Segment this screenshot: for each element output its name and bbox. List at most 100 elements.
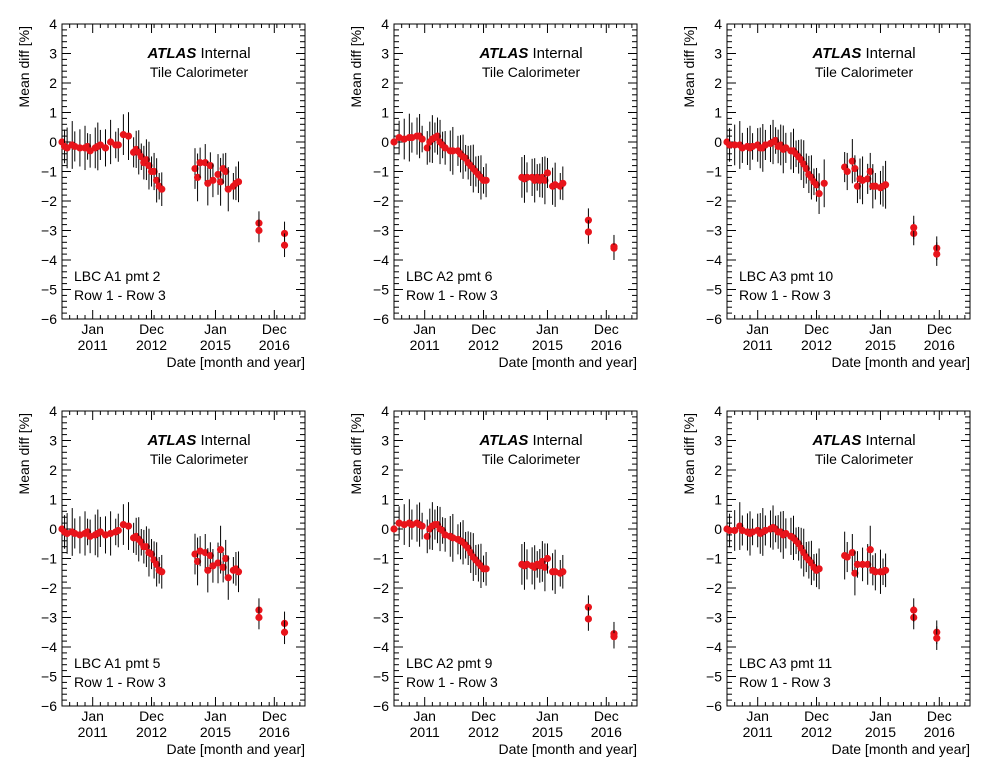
data-point <box>866 546 874 554</box>
x-tick-month: Jan <box>869 708 892 724</box>
x-tick-year: 2015 <box>200 337 231 353</box>
y-tick-label: 0 <box>49 521 57 537</box>
data-point <box>864 560 872 569</box>
data-point <box>881 566 890 574</box>
y-tick-label: 0 <box>49 134 57 150</box>
subtitle-label: Tile Calorimeter <box>482 64 581 80</box>
data-point <box>101 144 110 152</box>
atlas-label: ATLAS Internal <box>478 45 582 62</box>
y-tick-label: 1 <box>49 105 57 121</box>
data-point <box>206 162 214 170</box>
y-tick-label: 1 <box>714 492 722 508</box>
x-tick-month: Dec <box>139 321 164 337</box>
y-tick-label: −5 <box>41 282 57 298</box>
panel-label: LBC A3 pmt 10 <box>739 268 833 284</box>
x-tick-month: Jan <box>204 708 227 724</box>
chart-panel: 43210−1−2−3−4−5−6Jan2011Dec2012Jan2015De… <box>348 403 638 757</box>
data-point <box>222 167 230 176</box>
chart-panel: 43210−1−2−3−4−5−6Jan2011Dec2012Jan2015De… <box>16 403 306 757</box>
y-tick-label: 2 <box>49 75 57 91</box>
data-point <box>216 546 225 554</box>
x-tick-month: Dec <box>594 321 619 337</box>
data-point <box>423 532 431 540</box>
y-tick-label: 3 <box>714 46 722 62</box>
x-tick-year: 2015 <box>532 337 563 353</box>
x-tick-year: 2015 <box>200 724 231 740</box>
x-tick-month: Dec <box>927 321 952 337</box>
data-point <box>933 634 941 642</box>
x-tick-month: Dec <box>139 708 164 724</box>
row-label: Row 1 - Row 3 <box>74 674 166 690</box>
data-point <box>280 241 289 249</box>
y-tick-label: 4 <box>49 16 57 32</box>
data-point <box>772 136 780 145</box>
data-point <box>390 138 398 146</box>
x-tick-month: Dec <box>471 321 496 337</box>
y-tick-label: −6 <box>373 311 389 327</box>
data-point <box>191 164 199 173</box>
y-tick-label: −5 <box>706 669 722 685</box>
row-label: Row 1 - Row 3 <box>406 287 498 303</box>
x-tick-year: 2011 <box>410 724 440 740</box>
data-point <box>433 132 442 140</box>
y-tick-label: −6 <box>706 311 722 327</box>
data-point <box>142 543 151 551</box>
data-point <box>234 178 243 186</box>
y-tick-label: 3 <box>381 433 389 449</box>
x-tick-year: 2016 <box>591 337 622 353</box>
y-tick-label: −3 <box>41 223 57 239</box>
y-tick-label: 2 <box>381 75 389 91</box>
x-tick-month: Dec <box>804 708 829 724</box>
data-point <box>196 159 204 167</box>
data-point <box>731 141 739 149</box>
data-point <box>216 178 225 186</box>
data-point <box>206 551 214 560</box>
y-tick-label: 0 <box>381 521 389 537</box>
data-point <box>214 559 222 567</box>
y-tick-label: −3 <box>373 223 389 239</box>
y-tick-label: 2 <box>49 462 57 478</box>
x-axis-label: Date [month and year] <box>498 354 637 370</box>
y-tick-label: −5 <box>373 669 389 685</box>
x-tick-month: Dec <box>262 708 287 724</box>
x-tick-year: 2016 <box>924 724 955 740</box>
atlas-label: ATLAS Internal <box>146 432 250 449</box>
data-point <box>219 563 227 571</box>
data-point <box>820 179 828 187</box>
x-tick-year: 2011 <box>410 337 440 353</box>
y-tick-label: −4 <box>41 252 57 268</box>
data-point <box>559 568 567 576</box>
y-tick-label: 1 <box>714 105 722 121</box>
data-point <box>848 549 856 557</box>
data-point <box>124 132 133 140</box>
data-point <box>147 550 156 558</box>
data-point <box>76 144 84 152</box>
y-tick-label: 0 <box>714 521 722 537</box>
x-tick-year: 2011 <box>78 337 108 353</box>
y-tick-label: −2 <box>373 193 389 209</box>
row-label: Row 1 - Row 3 <box>74 287 166 303</box>
data-point <box>209 176 217 184</box>
data-point <box>815 190 823 198</box>
data-point <box>224 574 232 582</box>
data-point <box>234 568 243 576</box>
x-tick-month: Jan <box>81 321 104 337</box>
y-tick-label: −4 <box>373 639 389 655</box>
y-tick-label: −2 <box>706 193 722 209</box>
x-tick-month: Jan <box>869 321 892 337</box>
x-tick-year: 2016 <box>924 337 955 353</box>
atlas-label: ATLAS Internal <box>478 432 582 449</box>
panel-label: LBC A1 pmt 5 <box>74 655 161 671</box>
y-tick-label: 0 <box>381 134 389 150</box>
x-tick-year: 2015 <box>865 724 896 740</box>
x-tick-year: 2016 <box>259 337 290 353</box>
subtitle-label: Tile Calorimeter <box>482 451 581 467</box>
x-tick-year: 2011 <box>78 724 108 740</box>
y-axis-label: Mean diff [%] <box>16 413 32 494</box>
data-point <box>153 560 161 569</box>
x-tick-month: Jan <box>204 321 227 337</box>
x-tick-year: 2012 <box>801 337 832 353</box>
data-point <box>255 226 263 235</box>
x-axis-label: Date [month and year] <box>166 741 305 757</box>
subtitle-label: Tile Calorimeter <box>815 64 914 80</box>
